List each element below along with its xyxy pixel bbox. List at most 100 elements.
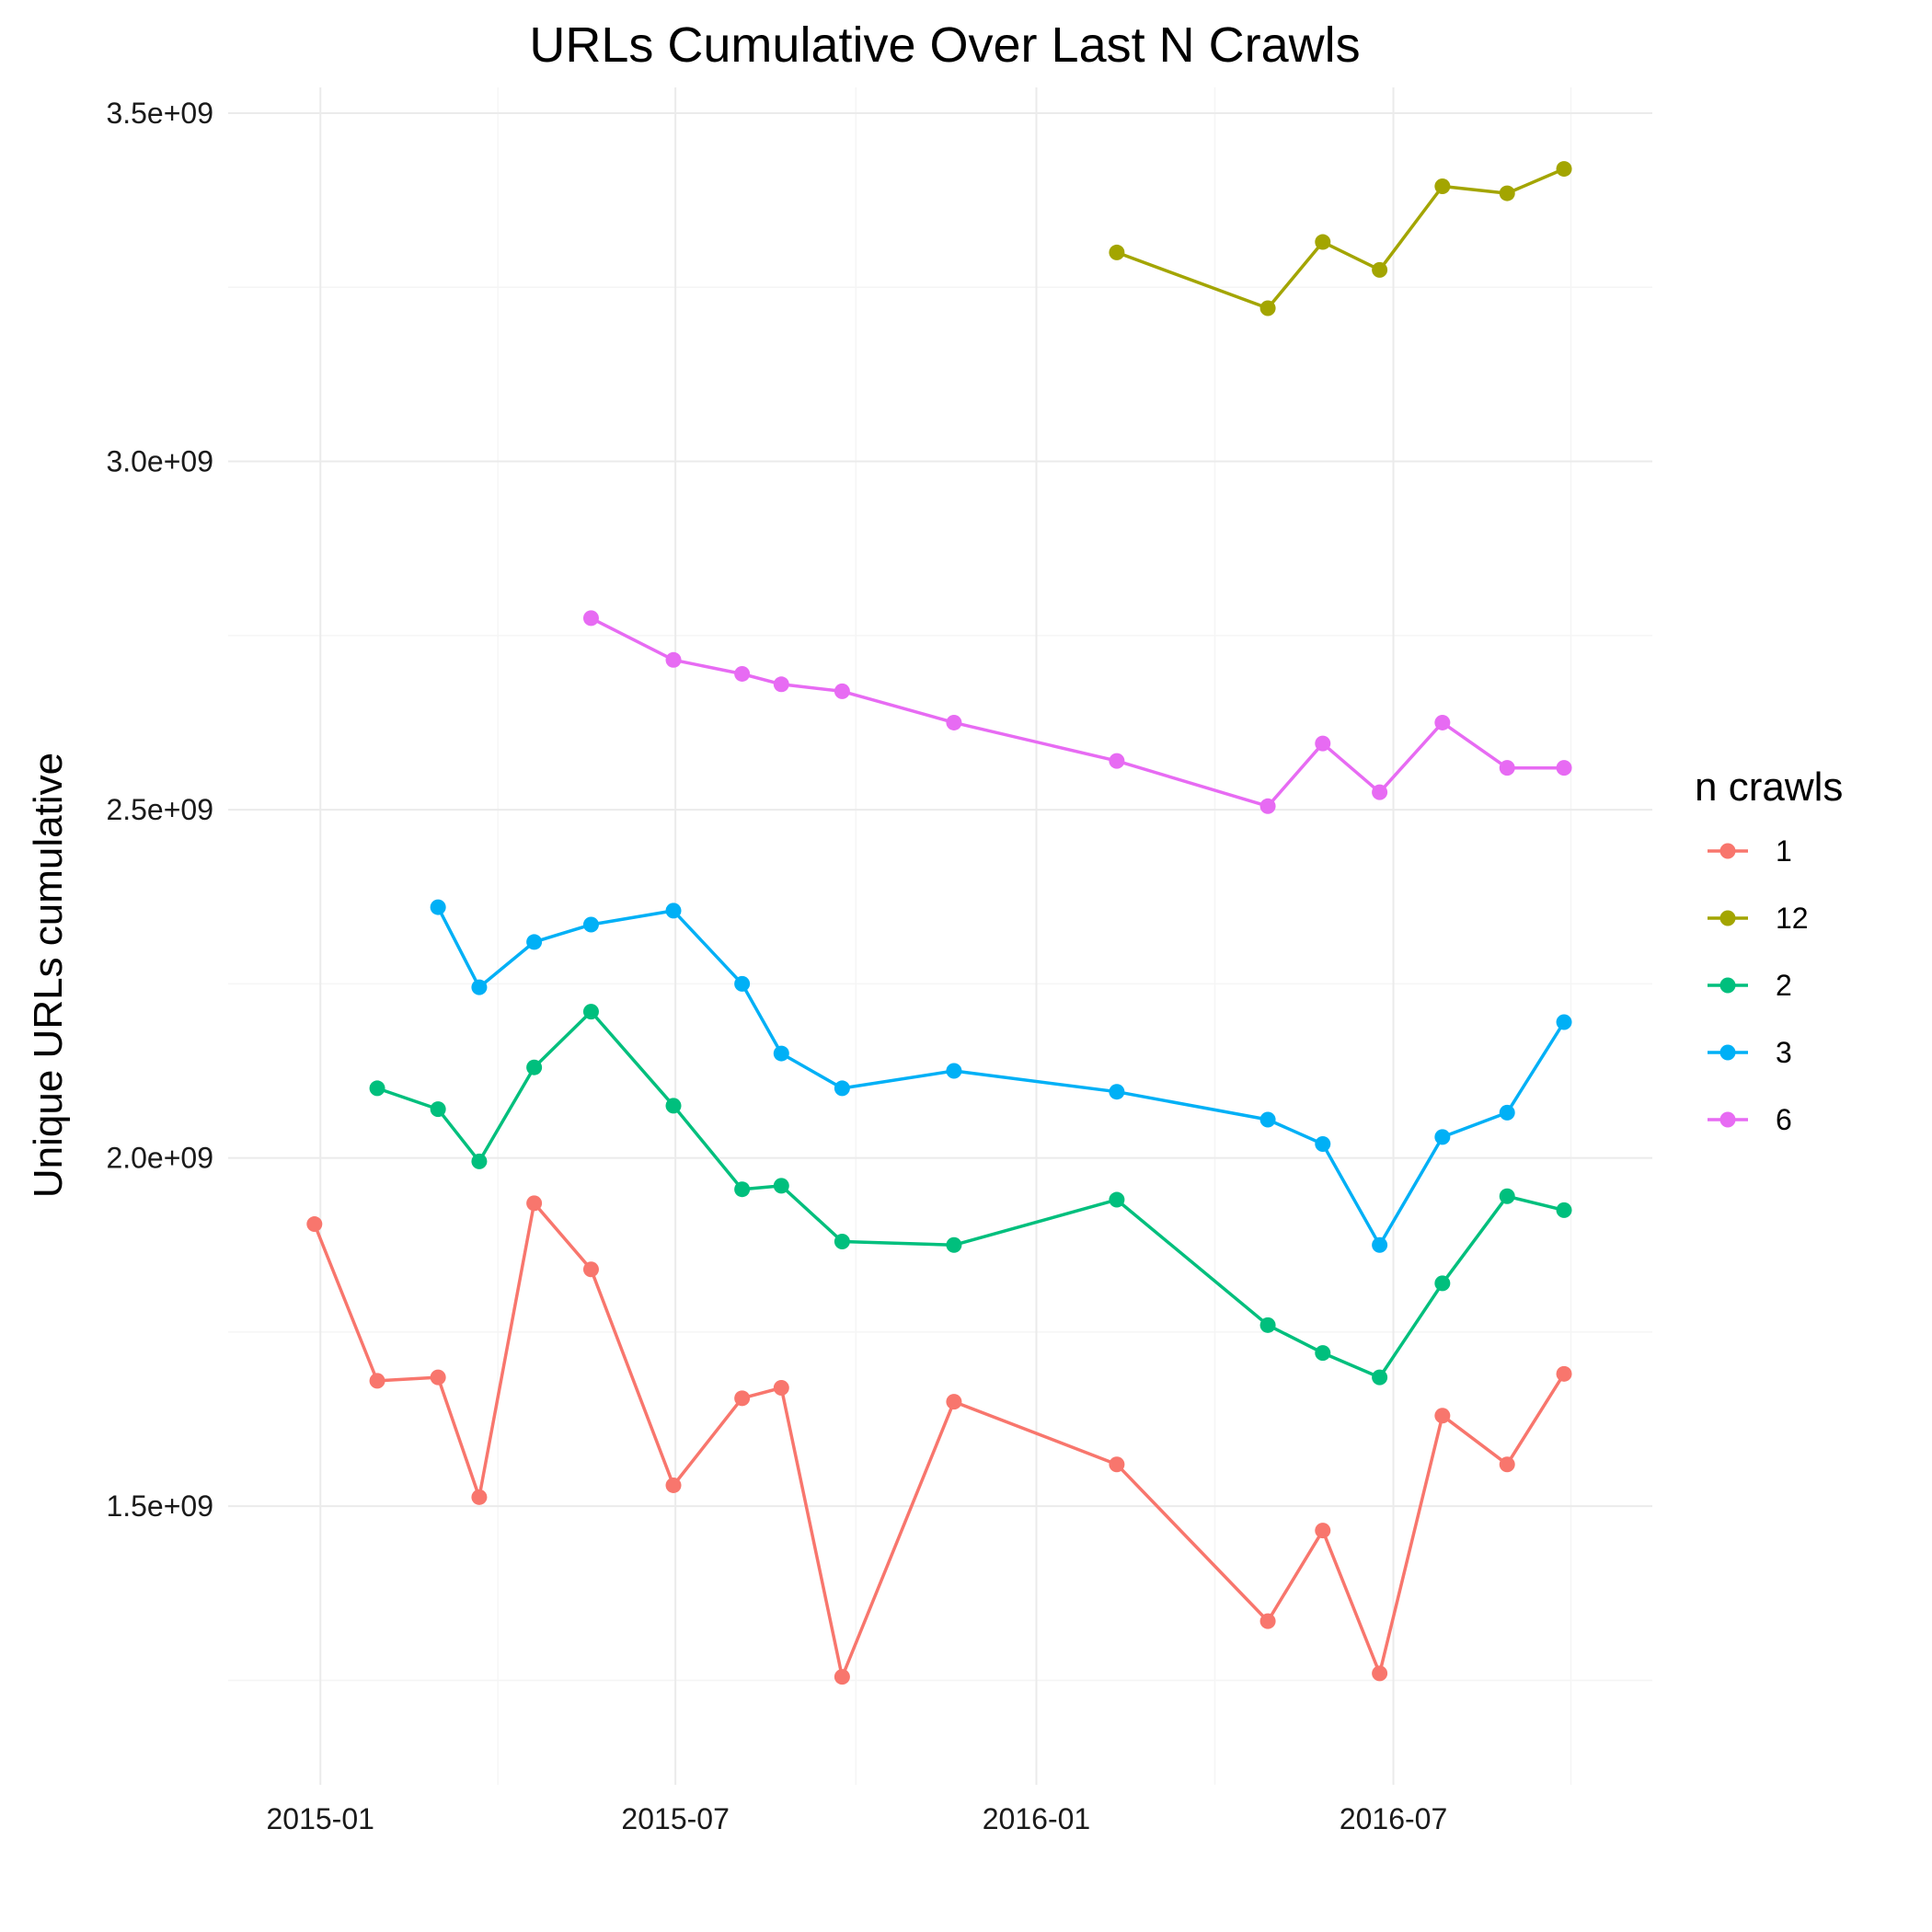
data-point xyxy=(1315,1523,1331,1539)
data-point xyxy=(773,1178,789,1194)
data-point xyxy=(1372,261,1388,278)
data-point xyxy=(946,714,962,730)
legend-key-point xyxy=(1719,1044,1736,1061)
data-point xyxy=(1499,185,1515,201)
data-point xyxy=(1372,1236,1388,1253)
series-group xyxy=(306,161,1572,1685)
data-point xyxy=(734,1181,751,1198)
data-point xyxy=(734,975,751,992)
data-point xyxy=(1372,1369,1388,1386)
data-point xyxy=(1434,714,1451,730)
legend-label: 12 xyxy=(1776,902,1809,935)
legend-item-12: 12 xyxy=(1708,902,1809,935)
y-tick-label: 2.5e+09 xyxy=(106,793,213,826)
data-point xyxy=(1434,1408,1451,1424)
grid xyxy=(228,87,1652,1785)
y-tick-label: 3.0e+09 xyxy=(106,445,213,478)
data-point xyxy=(734,665,751,682)
data-point xyxy=(1556,1202,1572,1218)
data-point xyxy=(526,1195,543,1212)
legend-key-point xyxy=(1719,843,1736,859)
data-point xyxy=(734,1390,751,1407)
data-point xyxy=(834,1669,850,1685)
legend-key-point xyxy=(1719,977,1736,994)
legend-item-2: 2 xyxy=(1708,969,1792,1002)
data-point xyxy=(773,1379,789,1396)
data-point xyxy=(430,899,446,915)
data-point xyxy=(1259,798,1276,814)
data-point xyxy=(1259,1111,1276,1128)
data-point xyxy=(665,903,682,919)
data-point xyxy=(1109,1456,1125,1473)
series-2 xyxy=(369,1004,1572,1386)
data-point xyxy=(1259,1613,1276,1629)
data-point xyxy=(1556,760,1572,776)
data-point xyxy=(471,1153,488,1169)
data-point xyxy=(582,1261,599,1278)
y-axis-ticks: 1.5e+09 2.0e+09 2.5e+09 3.0e+09 3.5e+09 xyxy=(106,97,213,1523)
data-point xyxy=(582,1004,599,1020)
data-point xyxy=(1259,300,1276,316)
x-tick-label: 2015-01 xyxy=(266,1802,374,1835)
x-tick-label: 2016-01 xyxy=(983,1802,1090,1835)
data-point xyxy=(1434,1129,1451,1145)
data-point xyxy=(1434,178,1451,194)
data-point xyxy=(946,1394,962,1410)
y-tick-label: 3.5e+09 xyxy=(106,97,213,130)
legend-key-point xyxy=(1719,1111,1736,1128)
x-axis-ticks: 2015-01 2015-07 2016-01 2016-07 xyxy=(266,1802,1447,1835)
series-line-2 xyxy=(376,1009,1565,1379)
data-point xyxy=(1372,1665,1388,1682)
series-1 xyxy=(306,1195,1572,1685)
data-point xyxy=(1315,735,1331,752)
data-point xyxy=(471,979,488,995)
data-point xyxy=(582,916,599,933)
legend-key-point xyxy=(1719,910,1736,926)
data-point xyxy=(471,1489,488,1505)
y-tick-label: 1.5e+09 xyxy=(106,1489,213,1523)
legend-label: 1 xyxy=(1776,834,1792,868)
data-point xyxy=(1315,1345,1331,1362)
series-12 xyxy=(1109,161,1572,316)
data-point xyxy=(834,683,850,699)
data-point xyxy=(1109,1191,1125,1208)
legend-title: n crawls xyxy=(1695,765,1843,810)
data-point xyxy=(430,1101,446,1118)
data-point xyxy=(946,1236,962,1253)
y-tick-label: 2.0e+09 xyxy=(106,1142,213,1175)
data-point xyxy=(1109,1084,1125,1100)
data-point xyxy=(1499,760,1515,776)
data-point xyxy=(582,610,599,627)
data-point xyxy=(1315,1135,1331,1152)
x-tick-label: 2015-07 xyxy=(621,1802,729,1835)
data-point xyxy=(526,934,543,950)
data-point xyxy=(1315,234,1331,250)
data-point xyxy=(1499,1456,1515,1473)
data-point xyxy=(834,1233,850,1249)
data-point xyxy=(1434,1275,1451,1292)
series-6 xyxy=(582,610,1572,814)
data-point xyxy=(773,676,789,693)
data-point xyxy=(665,1477,682,1493)
data-point xyxy=(369,1080,385,1097)
data-point xyxy=(1109,244,1125,260)
legend-label: 2 xyxy=(1776,969,1792,1002)
data-point xyxy=(665,1098,682,1114)
legend-label: 6 xyxy=(1776,1103,1792,1136)
data-point xyxy=(1499,1188,1515,1204)
legend-item-3: 3 xyxy=(1708,1036,1792,1069)
x-tick-label: 2016-07 xyxy=(1340,1802,1447,1835)
data-point xyxy=(834,1080,850,1097)
series-line-3 xyxy=(436,906,1566,1248)
y-axis-title: Unique URLs cumulative xyxy=(26,753,71,1198)
data-point xyxy=(1259,1317,1276,1333)
data-point xyxy=(1556,1365,1572,1382)
series-line-1 xyxy=(313,1202,1566,1679)
data-point xyxy=(369,1373,385,1389)
legend-item-1: 1 xyxy=(1708,834,1792,868)
data-point xyxy=(430,1369,446,1386)
data-point xyxy=(946,1063,962,1079)
data-point xyxy=(773,1045,789,1062)
